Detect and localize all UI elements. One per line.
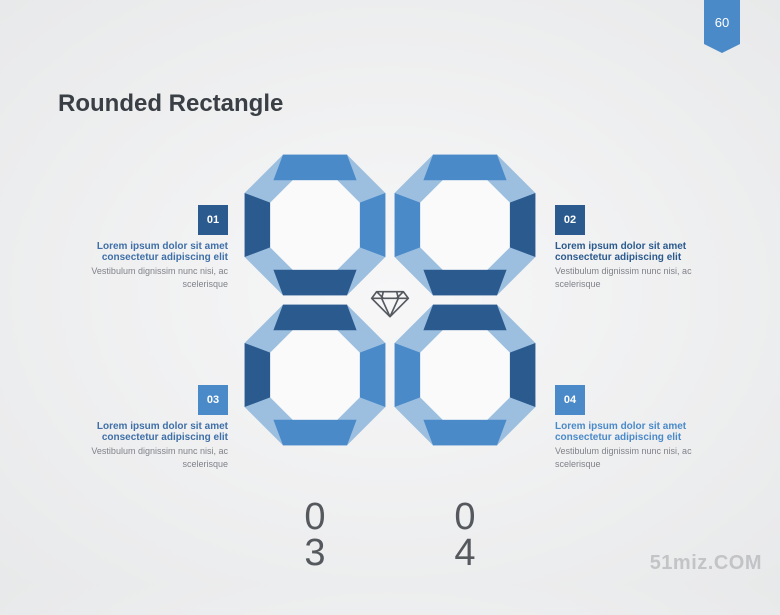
octagon-04-number: 0 4 xyxy=(385,455,545,615)
watermark: 51miz.COM xyxy=(650,552,762,575)
callout-02-subtitle: Lorem ipsum dolor sit amet consectetur a… xyxy=(555,241,725,263)
callout-01-desc: Vestibulum dignissim nunc nisi, ac scele… xyxy=(58,265,228,290)
callout-04-subtitle: Lorem ipsum dolor sit amet consectetur a… xyxy=(555,421,725,443)
callout-04-desc: Vestibulum dignissim nunc nisi, ac scele… xyxy=(555,445,725,470)
callout-03-subtitle: Lorem ipsum dolor sit amet consectetur a… xyxy=(58,421,228,443)
callout-01: 01 Lorem ipsum dolor sit amet consectetu… xyxy=(58,205,228,290)
callout-04: 04 Lorem ipsum dolor sit amet consectetu… xyxy=(555,385,725,470)
num-row: 3 xyxy=(304,535,325,571)
callout-03: 03 Lorem ipsum dolor sit amet consectetu… xyxy=(58,385,228,470)
callout-04-badge: 04 xyxy=(555,385,585,415)
callout-01-badge: 01 xyxy=(198,205,228,235)
diamond-icon xyxy=(365,275,415,325)
callout-02-badge: 02 xyxy=(555,205,585,235)
callout-01-subtitle: Lorem ipsum dolor sit amet consectetur a… xyxy=(58,241,228,263)
page-number-badge: 60 xyxy=(704,0,740,44)
callout-02-desc: Vestibulum dignissim nunc nisi, ac scele… xyxy=(555,265,725,290)
octagon-03-number: 0 3 xyxy=(235,455,395,615)
octagon-diagram: 0 1 0 2 0 3 xyxy=(235,145,545,455)
num-row: 0 xyxy=(454,499,475,535)
page-title: Rounded Rectangle xyxy=(58,90,283,118)
callout-02: 02 Lorem ipsum dolor sit amet consectetu… xyxy=(555,205,725,290)
callout-03-desc: Vestibulum dignissim nunc nisi, ac scele… xyxy=(58,445,228,470)
num-row: 4 xyxy=(454,535,475,571)
num-row: 0 xyxy=(304,499,325,535)
callout-03-badge: 03 xyxy=(198,385,228,415)
